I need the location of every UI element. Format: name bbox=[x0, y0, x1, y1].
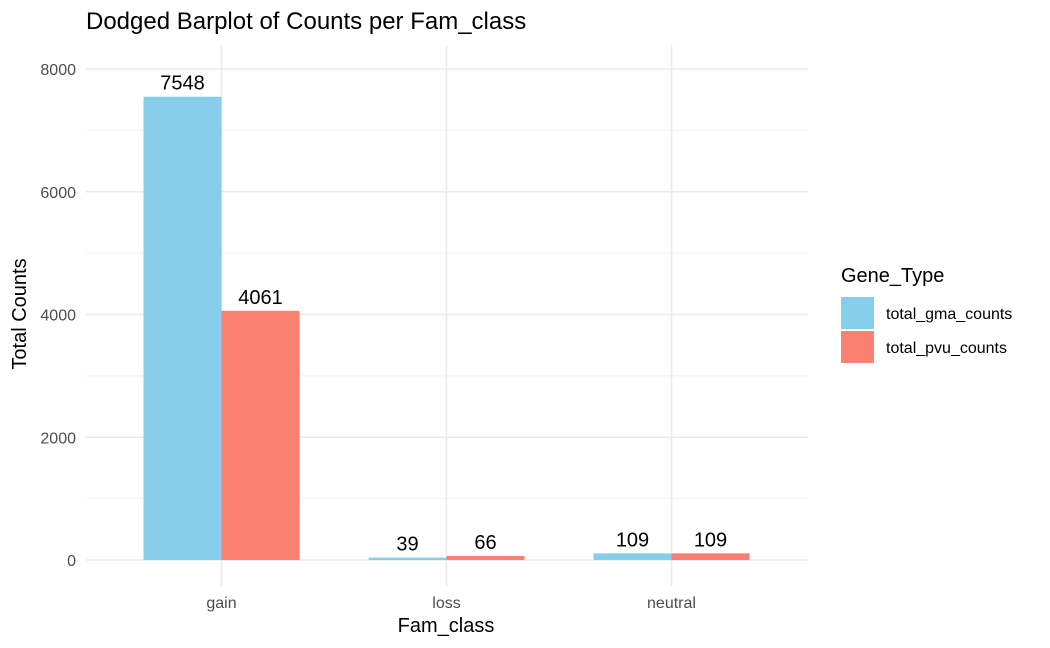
data-label-neutral-total_gma_counts: 109 bbox=[616, 529, 649, 551]
legend-swatch-total_gma_counts bbox=[841, 297, 874, 329]
legend-label-total_gma_counts: total_gma_counts bbox=[886, 306, 1012, 323]
y-axis-ticks: 0 2000 4000 6000 8000 bbox=[40, 62, 76, 570]
x-tick-label: gain bbox=[206, 595, 236, 612]
y-tick-label: 4000 bbox=[40, 308, 76, 325]
x-tick-label: neutral bbox=[647, 595, 696, 612]
legend-swatch-total_pvu_counts bbox=[841, 331, 874, 363]
data-label-loss-total_pvu_counts: 66 bbox=[474, 532, 496, 554]
legend: Gene_Type total_gma_counts total_pvu_coun… bbox=[841, 265, 1012, 363]
y-tick-label: 2000 bbox=[40, 430, 76, 447]
x-tick-label: loss bbox=[432, 595, 460, 612]
bar-loss-total_gma_counts bbox=[368, 557, 447, 560]
chart-title: Dodged Barplot of Counts per Fam_class bbox=[86, 8, 526, 35]
y-axis-title: Total Counts bbox=[9, 258, 31, 369]
legend-label-total_pvu_counts: total_pvu_counts bbox=[886, 340, 1007, 357]
bar-neutral-total_gma_counts bbox=[593, 553, 672, 560]
data-label-neutral-total_pvu_counts: 109 bbox=[694, 529, 727, 551]
bars bbox=[143, 96, 750, 560]
x-axis-ticks: gain loss neutral bbox=[206, 595, 696, 612]
y-tick-label: 8000 bbox=[40, 62, 76, 79]
bar-neutral-total_pvu_counts bbox=[671, 553, 750, 560]
bar-loss-total_pvu_counts bbox=[446, 555, 525, 560]
legend-title: Gene_Type bbox=[841, 265, 944, 287]
data-label-loss-total_gma_counts: 39 bbox=[396, 534, 418, 556]
data-label-gain-total_gma_counts: 7548 bbox=[160, 73, 205, 95]
data-label-gain-total_pvu_counts: 4061 bbox=[238, 287, 283, 309]
bar-gain-total_pvu_counts bbox=[221, 310, 300, 560]
y-tick-label: 0 bbox=[67, 553, 76, 570]
y-tick-label: 6000 bbox=[40, 185, 76, 202]
bar-gain-total_gma_counts bbox=[143, 96, 222, 560]
x-axis-title: Fam_class bbox=[398, 615, 495, 637]
data-labels: 7548 4061 39 66 109 109 bbox=[160, 73, 727, 556]
